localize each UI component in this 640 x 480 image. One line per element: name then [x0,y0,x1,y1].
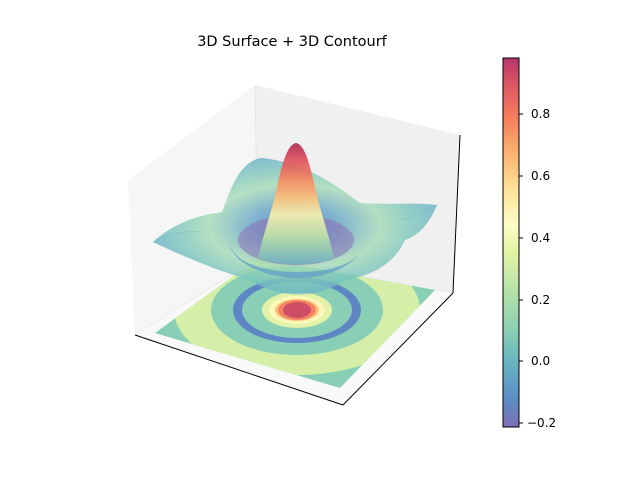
colorbar-tick-label: 0.8 [531,107,551,121]
colorbar-tick-label: 0.4 [531,231,551,245]
colorbar-tick-label: 0.2 [531,293,551,307]
surface-plot [152,143,438,295]
y-axis-line [342,292,454,406]
pane-left [128,85,258,335]
z-axis-line [452,134,461,294]
chart-title: 3D Surface + 3D Contourf [197,34,387,50]
colorbar-tick-label: −0.2 [527,416,557,430]
x-axis-line [134,334,344,406]
colorbar [502,57,520,428]
colorbar-tick-label: 0.0 [531,354,551,368]
colorbar-ticks [519,113,523,424]
colorbar-tick-label: 0.6 [531,169,551,183]
